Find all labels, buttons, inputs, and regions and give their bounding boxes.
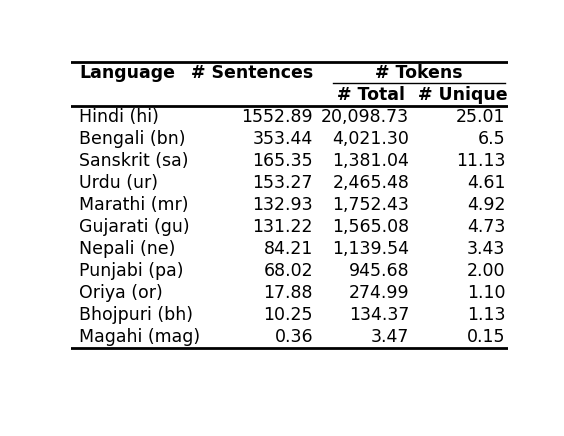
Text: 6.5: 6.5 [478,130,505,148]
Text: 274.99: 274.99 [349,284,409,302]
Text: 2,465.48: 2,465.48 [332,174,409,192]
Text: 131.22: 131.22 [253,218,313,236]
Text: 4,021.30: 4,021.30 [332,130,409,148]
Text: 945.68: 945.68 [349,262,409,280]
Text: 11.13: 11.13 [456,152,505,170]
Text: 10.25: 10.25 [263,306,313,324]
Text: Nepali (ne): Nepali (ne) [79,240,175,258]
Text: 1,565.08: 1,565.08 [332,218,409,236]
Text: 4.92: 4.92 [467,196,505,214]
Text: # Sentences: # Sentences [191,65,313,82]
Text: 1552.89: 1552.89 [241,108,313,126]
Text: 1,381.04: 1,381.04 [332,152,409,170]
Text: Sanskrit (sa): Sanskrit (sa) [79,152,189,170]
Text: 1,752.43: 1,752.43 [332,196,409,214]
Text: 2.00: 2.00 [467,262,505,280]
Text: Marathi (mr): Marathi (mr) [79,196,189,214]
Text: # Tokens: # Tokens [375,65,463,82]
Text: Language: Language [79,65,175,82]
Text: 17.88: 17.88 [263,284,313,302]
Text: 353.44: 353.44 [253,130,313,148]
Text: 4.73: 4.73 [467,218,505,236]
Text: 84.21: 84.21 [264,240,313,258]
Text: 68.02: 68.02 [263,262,313,280]
Text: # Total: # Total [337,86,405,104]
Text: 20,098.73: 20,098.73 [321,108,409,126]
Text: 132.93: 132.93 [253,196,313,214]
Text: Hindi (hi): Hindi (hi) [79,108,159,126]
Text: Bhojpuri (bh): Bhojpuri (bh) [79,306,193,324]
Text: Gujarati (gu): Gujarati (gu) [79,218,190,236]
Text: 0.36: 0.36 [275,328,313,346]
Text: 1.13: 1.13 [467,306,505,324]
Text: 134.37: 134.37 [349,306,409,324]
Text: 4.61: 4.61 [467,174,505,192]
Text: Magahi (mag): Magahi (mag) [79,328,200,346]
Text: 1.10: 1.10 [467,284,505,302]
Text: 165.35: 165.35 [253,152,313,170]
Text: # Unique: # Unique [418,86,508,104]
Text: 1,139.54: 1,139.54 [332,240,409,258]
Text: 153.27: 153.27 [253,174,313,192]
Text: Oriya (or): Oriya (or) [79,284,163,302]
Text: Punjabi (pa): Punjabi (pa) [79,262,184,280]
Text: Urdu (ur): Urdu (ur) [79,174,158,192]
Text: 3.47: 3.47 [371,328,409,346]
Text: 25.01: 25.01 [456,108,505,126]
Text: Bengali (bn): Bengali (bn) [79,130,186,148]
Text: 3.43: 3.43 [467,240,505,258]
Text: 0.15: 0.15 [467,328,505,346]
